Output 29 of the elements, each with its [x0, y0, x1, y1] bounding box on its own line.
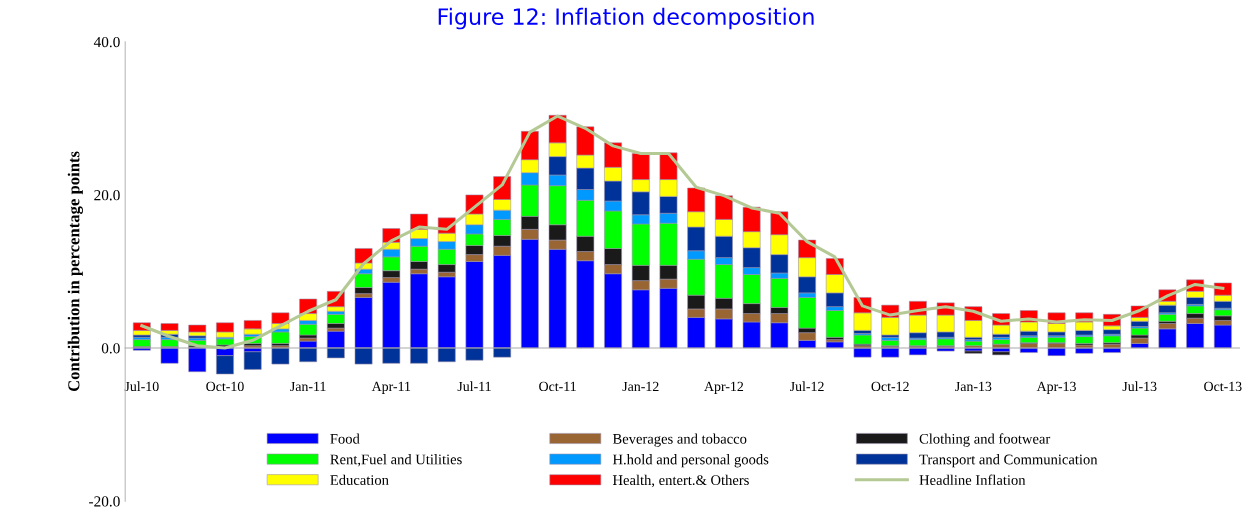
x-tick-label: Jan-12 — [622, 381, 659, 392]
x-tick-label: Jul-11 — [457, 381, 491, 392]
x-tick-label: Oct-11 — [539, 381, 576, 392]
legend-label: Food — [330, 433, 360, 444]
x-tick-label: Jul-12 — [790, 381, 824, 392]
x-tick-label: Apr-12 — [704, 381, 744, 394]
legend-label: H.hold and personal goods — [612, 454, 769, 468]
y-tick-label: -20.0 — [89, 496, 120, 507]
x-tick-label: Jan-11 — [290, 381, 326, 392]
x-tick-label: Apr-11 — [371, 381, 411, 394]
x-tick-label: Apr-13 — [1036, 381, 1076, 394]
x-tick-label: Oct-10 — [206, 381, 244, 392]
legend-label: Education — [330, 474, 389, 485]
x-tick-label: Jan-13 — [955, 381, 992, 392]
x-tick-label: Oct-12 — [871, 381, 909, 392]
legend-label: Transport and Communication — [919, 454, 1098, 468]
chart-title: Figure 12: Inflation decomposition — [438, 7, 814, 30]
legend-label: Headline Inflation — [919, 474, 1026, 485]
y-tick-label: 20.0 — [94, 190, 120, 201]
legend-label: Health, entert.& Others — [612, 474, 749, 488]
y-tick-label: 0.0 — [101, 343, 120, 354]
legend-label: Clothing and footwear — [919, 433, 1051, 447]
x-tick-label: Oct-13 — [1204, 381, 1242, 392]
legend-label: Beverages and tobacco — [612, 433, 747, 447]
x-tick-label: Jul-10 — [124, 381, 159, 392]
y-tick-label: 40.0 — [93, 36, 120, 48]
x-tick-label: Jul-13 — [1122, 381, 1157, 392]
legend-label: Rent,Fuel and Utilities — [330, 454, 462, 467]
y-axis-title: Contribution in percentage points — [67, 151, 83, 392]
